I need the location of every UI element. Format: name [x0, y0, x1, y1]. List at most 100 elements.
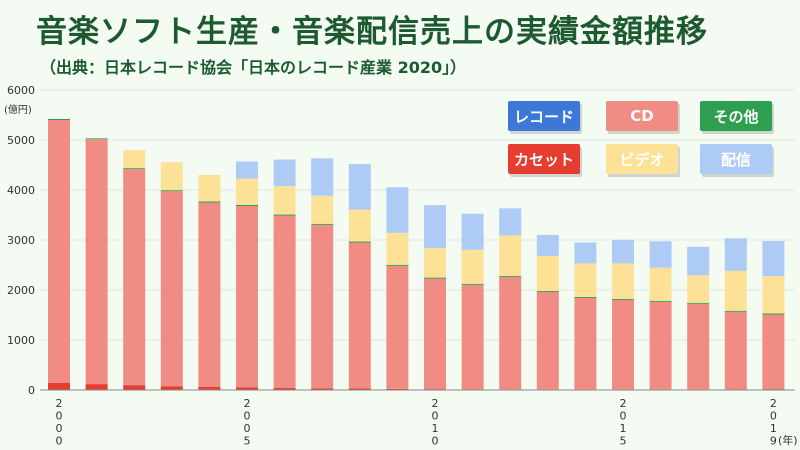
bar-segment-other [724, 310, 747, 312]
bar-segment-cd [649, 301, 672, 390]
bar-segment-video [762, 276, 785, 314]
y-tick-label: 6000 [7, 84, 35, 97]
bar-segment-other [348, 241, 371, 243]
y-tick-label: 2000 [7, 284, 35, 297]
y-tick-label: 4000 [7, 184, 35, 197]
bar-segment-video [236, 178, 258, 205]
chart-title: 音楽ソフト生産・音楽配信売上の実績金額推移 [36, 14, 708, 50]
bar-segment-cd [424, 278, 446, 390]
bar-segment-cd [311, 224, 334, 389]
bar-segment-cd [461, 284, 484, 390]
bar-segment-cd [762, 314, 785, 389]
bar-segment-cd [687, 303, 710, 390]
bar-segment-video [574, 263, 597, 297]
bar-segment-digital [687, 246, 710, 276]
bar-segment-digital [574, 242, 597, 264]
bar-segment-other [574, 296, 597, 298]
bar-segment-other [311, 223, 334, 225]
bar-segment-video [198, 175, 221, 202]
bar-segment-cassette [386, 388, 409, 390]
bar-segment-other [499, 275, 522, 277]
bar-segment-cd [273, 215, 296, 389]
bar-segment-cd [348, 242, 371, 389]
bar-segment-other [48, 119, 70, 120]
bar-segment-cd [160, 191, 183, 387]
bar-segment-other [762, 313, 785, 315]
chart-subtitle: （出典：日本レコード協会「日本のレコード産業 2020」） [40, 58, 467, 77]
bar-segment-video [649, 267, 672, 301]
bar-segment-video [687, 275, 710, 303]
legend-item-other: その他 [700, 101, 772, 131]
bar-segment-cassette [85, 384, 108, 390]
bar-segment-video [536, 255, 559, 291]
legend-item-video: ビデオ [606, 144, 678, 174]
bar-segment-cd [574, 297, 597, 390]
bar-segment-digital [499, 208, 522, 236]
bar-segment-digital [536, 234, 559, 256]
bar-segment-cassette [48, 383, 70, 390]
bar-segment-video [311, 195, 334, 224]
bar-segment-cassette [123, 385, 146, 390]
bar-segment-video [612, 263, 634, 299]
bar-segment-digital [311, 158, 334, 196]
bar-segment-video [348, 209, 371, 242]
bar-segment-cd [536, 291, 559, 390]
bar-segment-other [236, 205, 258, 206]
bar-segment-other [160, 190, 183, 192]
legend-item-cassette: カセット [508, 144, 580, 174]
bar-segment-digital [461, 213, 484, 250]
legend-item-cd: CD [606, 101, 678, 131]
bar-segment-video [160, 162, 183, 191]
bar-segment-cassette [424, 389, 446, 390]
bar-segment-other [386, 264, 409, 266]
axes: 2 0 0 0 2 0 0 5 2 0 1 0 2 0 1 5 2 0 1 9 [40, 389, 795, 448]
bar-segment-other [123, 168, 146, 170]
bar-segment-video [386, 232, 409, 265]
bar-segment-digital [348, 164, 371, 210]
bar-segment-cd [236, 206, 258, 388]
y-tick-label: 5000 [7, 134, 35, 147]
bar-segment-other [536, 290, 559, 292]
bar-segment-other [461, 283, 484, 285]
bar-segment-other [612, 298, 634, 300]
x-axis-unit-label: (年) [778, 433, 798, 447]
bar-segment-video [424, 248, 446, 278]
bar-segment-cd [612, 299, 634, 390]
bar-segment-cd [123, 169, 146, 386]
legend-item-digital: 配信 [700, 144, 772, 174]
y-tick-label: 3000 [7, 234, 35, 247]
bar-segment-cd [85, 139, 108, 385]
y-tick-label: 0 [28, 384, 35, 397]
bar-segment-digital [649, 241, 672, 268]
bar-segment-other [85, 138, 108, 140]
legend-item-record: レコード [508, 101, 580, 131]
bar-segment-other [198, 201, 221, 203]
bar-segment-cassette [160, 386, 183, 390]
bar-segment-cassette [348, 388, 371, 390]
bars [48, 119, 785, 390]
bar-segment-video [273, 186, 296, 215]
bar-segment-digital [273, 159, 296, 187]
bar-segment-cassette [198, 387, 221, 390]
bar-segment-cassette [311, 388, 334, 390]
bar-segment-video [461, 249, 484, 284]
bar-segment-other [649, 300, 672, 302]
y-tick-label: 1000 [7, 334, 35, 347]
bar-segment-other [273, 214, 296, 216]
bar-segment-digital [236, 161, 258, 179]
bar-segment-cd [499, 276, 522, 390]
bar-segment-video [499, 235, 522, 276]
bar-segment-digital [424, 205, 446, 249]
bar-segment-video [123, 150, 146, 169]
bar-segment-other [424, 277, 446, 279]
y-axis-unit-label: (億円) [4, 103, 32, 116]
bar-segment-digital [612, 239, 634, 264]
bar-segment-digital [724, 238, 747, 271]
bar-segment-cd [198, 202, 221, 387]
bar-segment-cassette [273, 388, 296, 390]
